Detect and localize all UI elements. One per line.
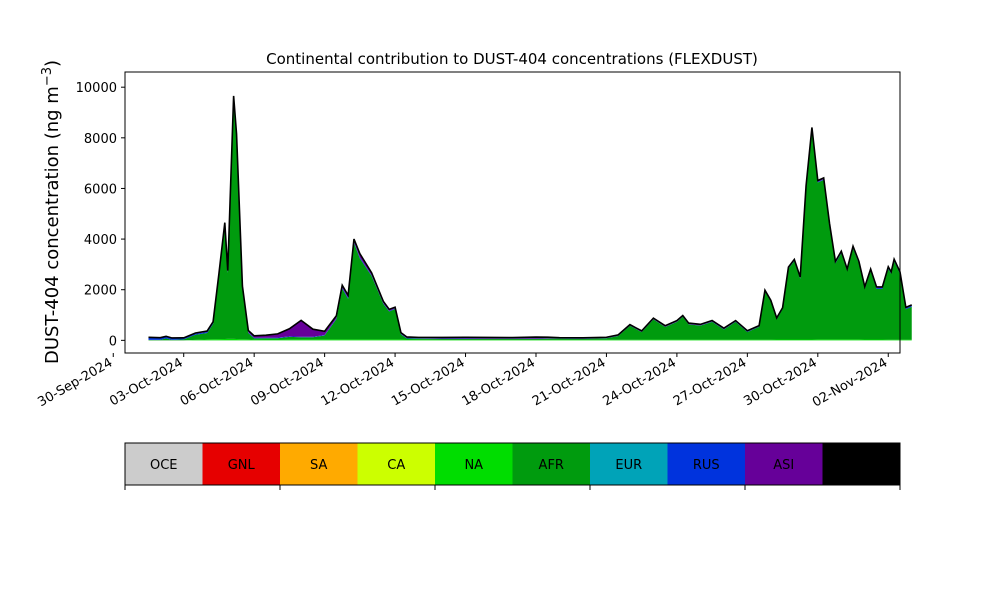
x-tick-label: 15-Oct-2024 (389, 355, 467, 409)
legend-swatch-asi (745, 443, 823, 485)
x-tick-label: 02-Nov-2024 (810, 355, 890, 410)
x-tick-label: 21-Oct-2024 (530, 355, 608, 409)
legend-label-afr: AFR (539, 458, 564, 473)
area-na (148, 338, 912, 341)
legend-label-na: NA (464, 458, 483, 473)
x-tick-label: 03-Oct-2024 (107, 355, 185, 409)
x-tick-label: 18-Oct-2024 (460, 355, 538, 409)
y-tick-label: 2000 (84, 284, 117, 299)
y-tick-label: 8000 (84, 132, 117, 147)
x-tick-label: 06-Oct-2024 (178, 355, 256, 409)
x-axis: 30-Sep-202403-Oct-202406-Oct-202409-Oct-… (35, 353, 890, 410)
legend-frame (124, 442, 901, 486)
chart-title: Continental contribution to DUST-404 con… (266, 50, 758, 68)
legend-label-sa: SA (310, 458, 327, 473)
y-tick-label: 10000 (76, 81, 117, 96)
x-tick-label: 09-Oct-2024 (248, 355, 326, 409)
legend-label-ca: CA (387, 458, 405, 473)
x-tick-label: 12-Oct-2024 (319, 355, 397, 409)
x-tick-label: 24-Oct-2024 (601, 355, 679, 409)
legend-swatch-gnl (202, 443, 281, 485)
legend-swatch-afr (512, 443, 591, 485)
legend-label-eur: EUR (615, 458, 642, 473)
legend-swatch-rus (667, 443, 746, 485)
total-line (148, 95, 913, 339)
region-legend: OCE GNL SA CA NA AFR EUR RUS ASI AUS (124, 442, 901, 490)
legend-swatch-sa (280, 443, 358, 485)
legend-label-asi: ASI (773, 458, 794, 473)
x-tick-label: 27-Oct-2024 (671, 355, 749, 409)
legend-swatch-eur (590, 443, 668, 485)
y-tick-label: 0 (109, 334, 117, 349)
legend-label-aus: AUS (848, 458, 875, 473)
x-tick-label: 30-Oct-2024 (741, 355, 819, 409)
legend-swatch-aus (822, 443, 901, 485)
legend-swatch-na (435, 443, 513, 485)
y-tick-label: 4000 (84, 233, 117, 248)
plot-frame (124, 71, 901, 354)
stacked-areas (148, 95, 913, 341)
y-tick-label: 6000 (84, 182, 117, 197)
area-afr (148, 98, 912, 341)
legend-swatch-oce (125, 443, 203, 485)
legend-label-gnl: GNL (228, 458, 256, 473)
y-axis-label: DUST-404 concentration (ng m−3) (40, 60, 63, 364)
legend-label-rus: RUS (693, 458, 720, 473)
legend-swatch-ca (357, 443, 436, 485)
y-axis: 0 2000 4000 6000 8000 10000 (76, 81, 125, 349)
legend-label-oce: OCE (150, 458, 178, 473)
